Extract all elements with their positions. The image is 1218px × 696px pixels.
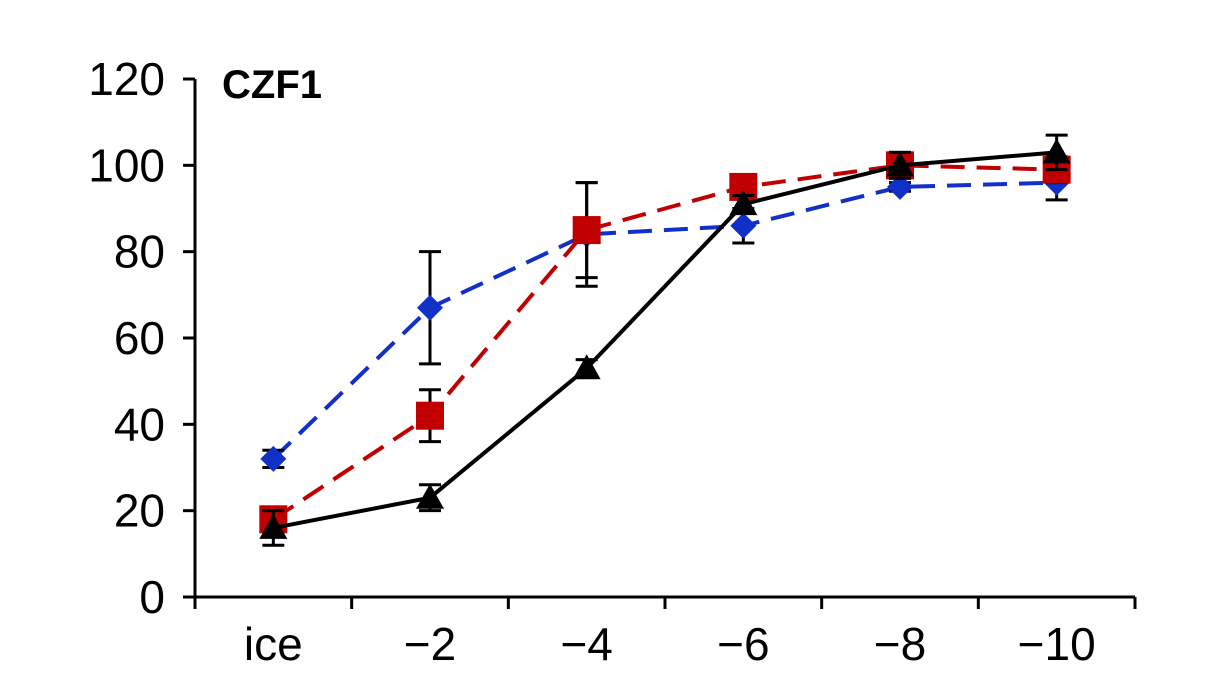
x-tick-label: ice (244, 618, 303, 670)
axes: 0 20 40 60 80 100 120 ice −2 −4 −6 −8 −10 (88, 53, 1137, 670)
data-point-triangle (729, 190, 758, 216)
y-tick-label: 0 (139, 571, 165, 623)
data-point-square (416, 401, 444, 430)
x-tick-label: −10 (1018, 618, 1096, 670)
y-tick-label: 120 (88, 53, 165, 105)
y-tick-label: 20 (114, 485, 165, 537)
series-line (272, 150, 1057, 530)
y-tick-label: 60 (114, 312, 165, 364)
x-tick-label: −4 (560, 618, 612, 670)
y-tick-label: 100 (88, 139, 165, 191)
data-point-diamond (887, 173, 913, 200)
series-line (272, 163, 1057, 521)
series-triangle (259, 133, 1071, 547)
data-point-diamond (260, 445, 287, 472)
x-tick-label: −8 (874, 618, 926, 670)
series-diamond (260, 163, 1070, 472)
data-point-triangle (259, 513, 288, 539)
data-point-square (572, 216, 601, 245)
x-tick-label: −2 (404, 618, 456, 670)
data-point-triangle (1042, 138, 1071, 164)
data-point-triangle (572, 354, 601, 380)
data-point-diamond (417, 294, 443, 321)
y-tick-label: 80 (114, 226, 165, 278)
data-point-diamond (730, 212, 757, 239)
plot-area (259, 133, 1071, 547)
data-point-triangle (416, 483, 444, 509)
series-line (271, 180, 1057, 461)
data-point-triangle (886, 151, 914, 177)
series-square (259, 150, 1071, 534)
y-tick-label: 40 (114, 398, 165, 450)
chart-title: CZF1 (222, 63, 322, 107)
x-tick-label: −6 (717, 618, 769, 670)
